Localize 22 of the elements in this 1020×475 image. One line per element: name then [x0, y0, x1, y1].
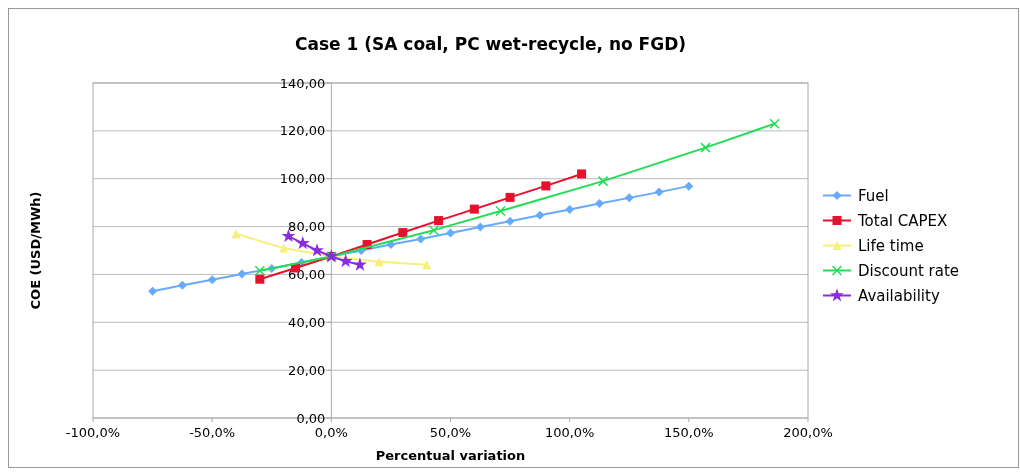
y-tick-label: 0,00	[296, 410, 326, 426]
y-tick-label: 140,00	[279, 75, 326, 91]
x-axis-title: Percentual variation	[375, 448, 526, 463]
chart-title: Case 1 (SA coal, PC wet-recycle, no FGD)	[294, 34, 687, 54]
legend-label: Life time	[858, 236, 924, 255]
x-tick-label: -50,0%	[189, 425, 236, 440]
y-tick-label: 120,00	[279, 123, 326, 139]
x-tick-label: 100,0%	[544, 425, 595, 440]
y-tick-label: 20,00	[288, 362, 326, 378]
y-tick-label: 40,00	[288, 314, 326, 330]
x-tick-label: 200,0%	[783, 425, 833, 440]
y-tick-label: 80,00	[288, 219, 326, 235]
x-tick-label: 150,0%	[664, 425, 714, 440]
y-tick-label: 100,00	[279, 171, 326, 187]
legend-label: Discount rate	[858, 261, 960, 280]
x-tick-label: 0,0%	[314, 425, 348, 440]
legend-label: Availability	[858, 286, 940, 305]
legend-label: Fuel	[858, 186, 889, 205]
x-tick-label: -100,0%	[65, 425, 121, 440]
y-axis-title: COE (USD/MWh)	[28, 191, 43, 310]
legend-label: Total CAPEX	[857, 211, 948, 230]
x-tick-label: 50,0%	[429, 425, 472, 440]
